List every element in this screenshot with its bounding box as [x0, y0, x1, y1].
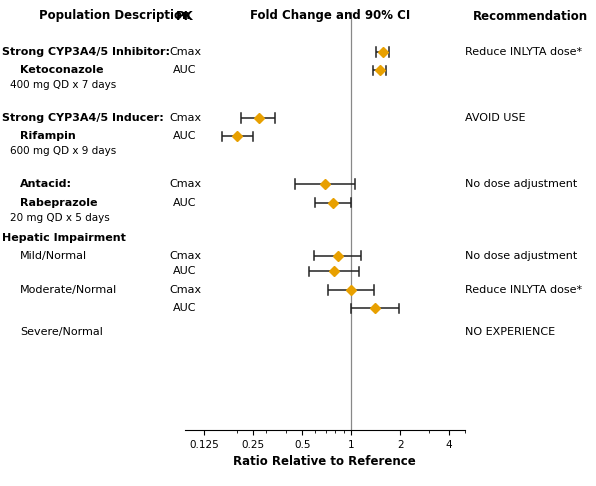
Text: Strong CYP3A4/5 Inducer:: Strong CYP3A4/5 Inducer: — [2, 113, 164, 123]
Text: 600 mg QD x 9 days: 600 mg QD x 9 days — [10, 146, 116, 156]
Text: Cmax: Cmax — [169, 250, 201, 260]
Text: NO EXPERIENCE: NO EXPERIENCE — [465, 327, 555, 337]
X-axis label: Ratio Relative to Reference: Ratio Relative to Reference — [234, 455, 416, 469]
Text: Hepatic Impairment: Hepatic Impairment — [2, 232, 126, 243]
Text: Rabeprazole: Rabeprazole — [20, 198, 98, 208]
Text: Strong CYP3A4/5 Inhibitor:: Strong CYP3A4/5 Inhibitor: — [2, 47, 170, 57]
Text: Cmax: Cmax — [169, 285, 201, 295]
Text: AUC: AUC — [173, 266, 197, 277]
Text: Antacid:: Antacid: — [20, 179, 72, 189]
Text: PK: PK — [176, 10, 194, 22]
Text: 400 mg QD x 7 days: 400 mg QD x 7 days — [10, 80, 116, 90]
Text: 20 mg QD x 5 days: 20 mg QD x 5 days — [10, 212, 110, 223]
Text: Reduce INLYTA dose*: Reduce INLYTA dose* — [465, 285, 582, 295]
Text: Reduce INLYTA dose*: Reduce INLYTA dose* — [465, 47, 582, 57]
Text: Population Description: Population Description — [39, 10, 191, 22]
Text: Cmax: Cmax — [169, 113, 201, 123]
Text: AUC: AUC — [173, 65, 197, 75]
Text: Cmax: Cmax — [169, 47, 201, 57]
Text: Ketoconazole: Ketoconazole — [20, 65, 104, 75]
Text: AVOID USE: AVOID USE — [465, 113, 526, 123]
Text: Cmax: Cmax — [169, 179, 201, 189]
Text: AUC: AUC — [173, 198, 197, 208]
Text: Severe/Normal: Severe/Normal — [20, 327, 103, 337]
Text: Recommendation: Recommendation — [473, 10, 588, 22]
Text: AUC: AUC — [173, 132, 197, 141]
Text: No dose adjustment: No dose adjustment — [465, 250, 578, 260]
Text: Moderate/Normal: Moderate/Normal — [20, 285, 117, 295]
Text: Rifampin: Rifampin — [20, 132, 76, 141]
Text: Mild/Normal: Mild/Normal — [20, 250, 87, 260]
Text: Fold Change and 90% CI: Fold Change and 90% CI — [250, 10, 410, 22]
Text: No dose adjustment: No dose adjustment — [465, 179, 578, 189]
Text: AUC: AUC — [173, 303, 197, 313]
